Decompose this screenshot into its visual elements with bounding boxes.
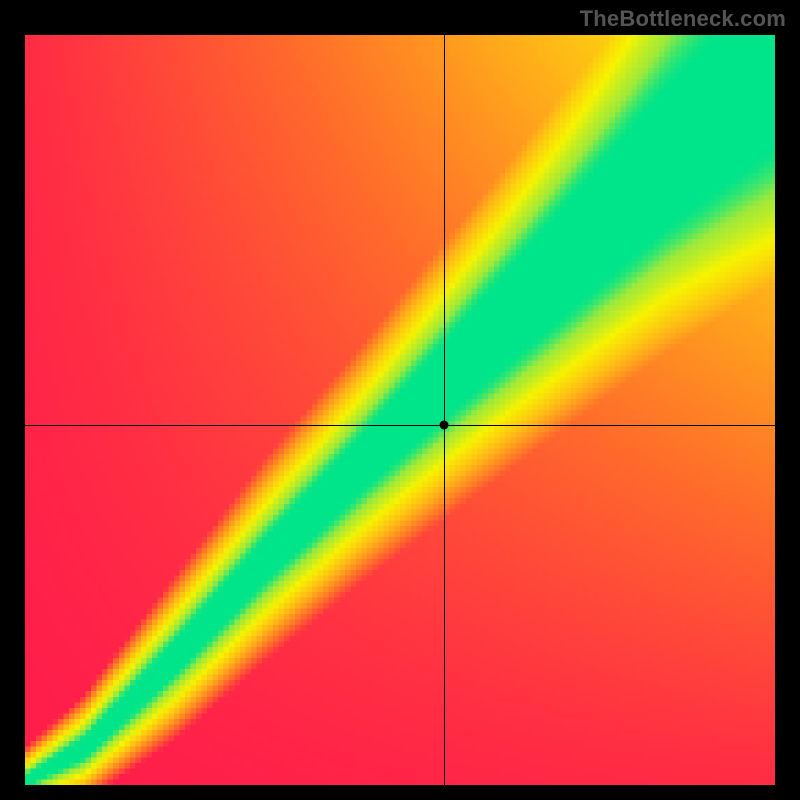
watermark-text: TheBottleneck.com	[580, 6, 786, 32]
heatmap-plot	[25, 35, 775, 785]
heatmap-canvas	[25, 35, 775, 785]
chart-container: TheBottleneck.com	[0, 0, 800, 800]
